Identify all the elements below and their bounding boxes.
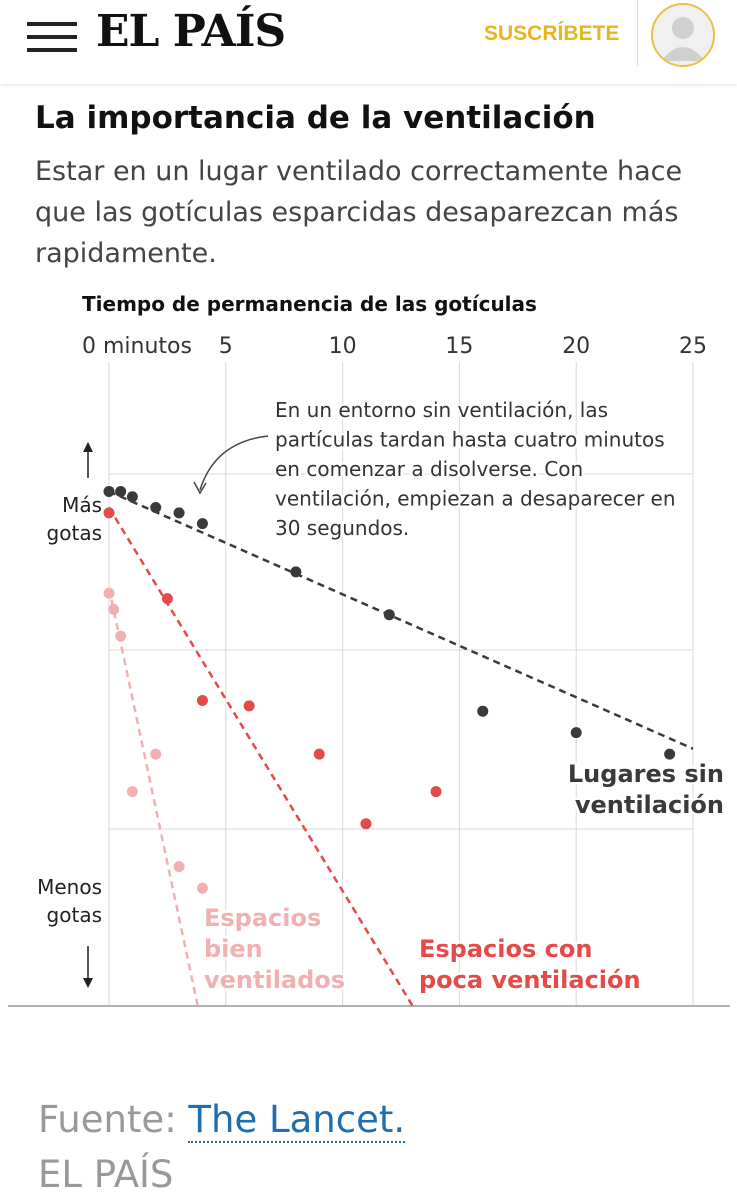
site-logo[interactable]: EL PAÍS bbox=[96, 6, 286, 57]
source-prefix: Fuente: bbox=[38, 1098, 189, 1141]
data-point-1 bbox=[161, 593, 173, 605]
source-link[interactable]: The Lancet. bbox=[188, 1098, 406, 1143]
data-point-2 bbox=[103, 587, 115, 599]
y-bottom-label: Menos bbox=[37, 875, 102, 899]
data-point-0 bbox=[383, 609, 395, 621]
data-point-0 bbox=[196, 518, 208, 530]
y-top-label: Más bbox=[62, 493, 102, 517]
trend-line-0 bbox=[108, 490, 694, 750]
source-line: Fuente: The Lancet. bbox=[38, 1098, 406, 1143]
header-divider bbox=[637, 0, 638, 66]
x-tick-label: 15 bbox=[445, 334, 473, 359]
x-tick-label: 5 bbox=[219, 334, 233, 359]
annotation-text: en comenzar a disolverse. Con bbox=[275, 457, 583, 481]
chart-title: Tiempo de permanencia de las gotículas bbox=[82, 292, 537, 316]
footer-brand: EL PAÍS bbox=[38, 1153, 174, 1196]
article-title: La importancia de la ventilación bbox=[35, 100, 596, 136]
data-point-0 bbox=[150, 502, 162, 514]
subscribe-button[interactable]: SUSCRÍBETE bbox=[484, 22, 620, 45]
droplet-chart: 0 minutos 5 10 15 20 25 Más gotas Menos gotas En u… bbox=[8, 334, 730, 1007]
data-point-1 bbox=[313, 748, 325, 760]
series-label-low-ventilation: poca ventilación bbox=[419, 966, 641, 994]
annotation-text: En un entorno sin ventilación, las bbox=[275, 398, 608, 422]
data-point-2 bbox=[126, 786, 138, 798]
data-point-1 bbox=[360, 818, 372, 830]
data-point-0 bbox=[103, 485, 115, 497]
x-tick-label: 25 bbox=[679, 334, 707, 359]
data-point-0 bbox=[477, 705, 489, 717]
data-point-2 bbox=[115, 630, 127, 642]
annotation-text: 30 segundos. bbox=[275, 516, 409, 540]
data-point-0 bbox=[290, 566, 302, 578]
up-arrow-head-icon bbox=[83, 442, 93, 452]
x-tick-label: 10 bbox=[329, 334, 357, 359]
data-point-2 bbox=[173, 861, 185, 873]
annotation-arrow-head-icon bbox=[193, 481, 207, 495]
series-label-well-ventilated: Espacios bbox=[204, 904, 321, 932]
site-header: EL PAÍS SUSCRÍBETE bbox=[0, 0, 737, 84]
y-bottom-label: gotas bbox=[47, 903, 102, 927]
x-tick-label: 0 minutos bbox=[82, 334, 192, 359]
user-avatar-icon[interactable] bbox=[651, 3, 715, 67]
trend-line-1 bbox=[107, 506, 414, 1007]
down-arrow-head-icon bbox=[83, 978, 93, 988]
data-point-1 bbox=[430, 786, 442, 798]
data-point-2 bbox=[150, 748, 162, 760]
data-point-0 bbox=[115, 485, 127, 497]
annotation-arrow-icon bbox=[199, 435, 269, 491]
annotation-text: ventilación, empiezan a desaparecer en bbox=[275, 487, 676, 511]
data-point-2 bbox=[196, 882, 208, 894]
series-label-no-ventilation: ventilación bbox=[575, 791, 724, 819]
series-label-low-ventilation: Espacios con bbox=[419, 935, 592, 963]
hamburger-menu-icon[interactable] bbox=[27, 22, 77, 52]
data-point-0 bbox=[173, 507, 185, 519]
data-point-0 bbox=[126, 491, 138, 503]
series-label-well-ventilated: bien bbox=[204, 935, 263, 963]
data-point-1 bbox=[243, 700, 255, 712]
data-point-1 bbox=[103, 507, 115, 519]
data-point-1 bbox=[196, 694, 208, 706]
annotation-text: partículas tardan hasta cuatro minutos bbox=[275, 428, 665, 452]
series-label-no-ventilation: Lugares sin bbox=[568, 760, 724, 788]
data-point-2 bbox=[108, 603, 120, 615]
data-point-0 bbox=[664, 748, 676, 760]
data-point-0 bbox=[570, 727, 582, 739]
series-label-well-ventilated: ventilados bbox=[204, 966, 345, 994]
trend-line-2 bbox=[107, 587, 199, 1007]
x-tick-label: 20 bbox=[562, 334, 590, 359]
y-top-label: gotas bbox=[47, 521, 102, 545]
article-subtitle: Estar en un lugar ventilado correctament… bbox=[35, 156, 683, 269]
